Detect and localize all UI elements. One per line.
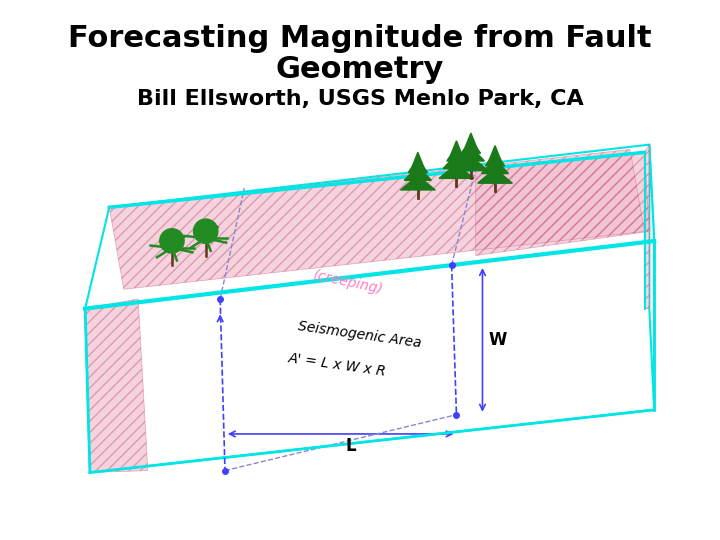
Text: (creeping): (creeping) [312,268,384,297]
Polygon shape [85,241,654,472]
Text: W: W [488,331,507,349]
Polygon shape [439,164,474,178]
Polygon shape [477,168,513,183]
Circle shape [160,229,184,253]
Polygon shape [447,146,466,161]
Polygon shape [644,145,649,308]
Polygon shape [451,141,462,155]
Polygon shape [649,145,654,410]
Polygon shape [482,159,508,173]
Text: Seismogenic Area: Seismogenic Area [297,319,423,350]
Text: Bill Ellsworth, USGS Menlo Park, CA: Bill Ellsworth, USGS Menlo Park, CA [137,89,583,109]
Polygon shape [465,133,477,147]
Polygon shape [462,139,480,153]
Polygon shape [476,152,649,255]
Text: Forecasting Magnitude from Fault
Geometry: Forecasting Magnitude from Fault Geometr… [68,24,652,84]
Polygon shape [489,146,501,160]
Text: A' = L x W x R: A' = L x W x R [288,352,387,379]
Polygon shape [485,151,505,166]
Polygon shape [412,152,423,167]
Polygon shape [405,166,431,180]
Polygon shape [443,154,470,168]
Polygon shape [454,156,488,171]
Polygon shape [400,176,435,190]
Circle shape [194,219,218,244]
Polygon shape [85,299,148,472]
Polygon shape [457,146,485,161]
Polygon shape [109,150,644,289]
Text: L: L [345,436,356,455]
Polygon shape [408,158,428,173]
